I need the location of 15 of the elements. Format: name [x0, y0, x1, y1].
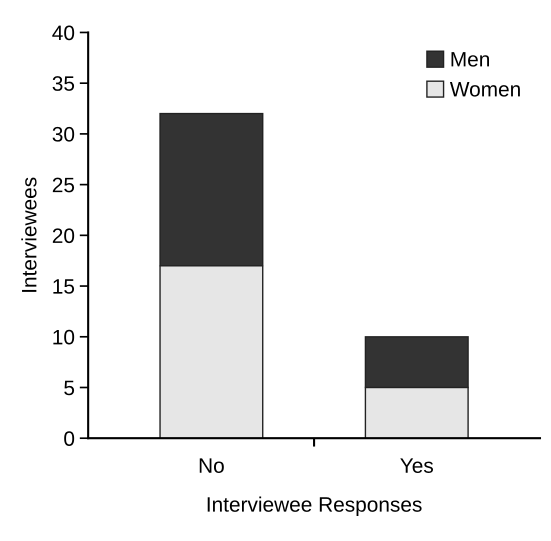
- x-axis-title: Interviewee Responses: [208, 496, 422, 516]
- x-tick-label: Yes: [400, 458, 434, 473]
- legend-label: Men: [452, 52, 489, 67]
- y-axis-title: Interviewees: [21, 178, 37, 292]
- y-tick-label: 35: [52, 76, 74, 91]
- y-tick-label: 25: [52, 178, 74, 192]
- y-tick-label: 40: [52, 25, 74, 40]
- y-tick-label: 10: [53, 330, 74, 345]
- y-tick-label: 5: [64, 380, 74, 396]
- y-tick-label: 0: [64, 431, 74, 446]
- legend-label: Women: [450, 82, 520, 97]
- y-tick-label: 30: [52, 126, 74, 142]
- y-tick-label: 15: [53, 279, 74, 294]
- x-tick-label: No: [200, 458, 224, 473]
- y-tick-label: 20: [52, 228, 74, 244]
